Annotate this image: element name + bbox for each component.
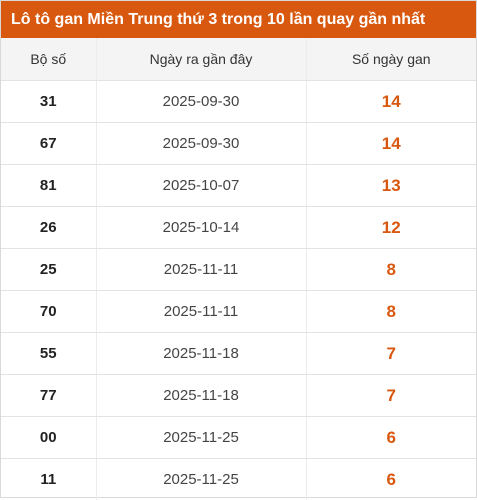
row-gan-days: 12 xyxy=(306,207,476,249)
row-date: 2025-11-25 xyxy=(96,417,306,459)
lo-gan-table: Bộ số Ngày ra gần đây Số ngày gan 31 202… xyxy=(1,38,476,500)
row-number: 70 xyxy=(1,291,96,333)
table-row: 11 2025-11-25 6 xyxy=(1,459,476,500)
row-number: 26 xyxy=(1,207,96,249)
row-date: 2025-10-14 xyxy=(96,207,306,249)
row-gan-days: 6 xyxy=(306,459,476,500)
row-gan-days: 7 xyxy=(306,375,476,417)
table-row: 70 2025-11-11 8 xyxy=(1,291,476,333)
table-row: 55 2025-11-18 7 xyxy=(1,333,476,375)
table-header-row: Bộ số Ngày ra gần đây Số ngày gan xyxy=(1,38,476,81)
row-gan-days: 6 xyxy=(306,417,476,459)
row-number: 11 xyxy=(1,459,96,500)
row-number: 31 xyxy=(1,81,96,123)
table-row: 26 2025-10-14 12 xyxy=(1,207,476,249)
row-date: 2025-11-25 xyxy=(96,459,306,500)
row-gan-days: 14 xyxy=(306,123,476,165)
row-gan-days: 13 xyxy=(306,165,476,207)
row-number: 25 xyxy=(1,249,96,291)
row-date: 2025-11-11 xyxy=(96,249,306,291)
table-row: 77 2025-11-18 7 xyxy=(1,375,476,417)
row-gan-days: 7 xyxy=(306,333,476,375)
table-row: 25 2025-11-11 8 xyxy=(1,249,476,291)
row-date: 2025-09-30 xyxy=(96,123,306,165)
header-ngay-ra: Ngày ra gần đây xyxy=(96,38,306,81)
row-gan-days: 8 xyxy=(306,291,476,333)
row-date: 2025-10-07 xyxy=(96,165,306,207)
row-date: 2025-11-18 xyxy=(96,375,306,417)
header-so-ngay-gan: Số ngày gan xyxy=(306,38,476,81)
header-bo-so: Bộ số xyxy=(1,38,96,81)
row-number: 55 xyxy=(1,333,96,375)
table-row: 67 2025-09-30 14 xyxy=(1,123,476,165)
row-gan-days: 8 xyxy=(306,249,476,291)
row-number: 67 xyxy=(1,123,96,165)
table-row: 31 2025-09-30 14 xyxy=(1,81,476,123)
row-date: 2025-11-11 xyxy=(96,291,306,333)
row-number: 00 xyxy=(1,417,96,459)
table-row: 81 2025-10-07 13 xyxy=(1,165,476,207)
row-number: 77 xyxy=(1,375,96,417)
row-number: 81 xyxy=(1,165,96,207)
row-date: 2025-11-18 xyxy=(96,333,306,375)
table-row: 00 2025-11-25 6 xyxy=(1,417,476,459)
row-gan-days: 14 xyxy=(306,81,476,123)
panel-title: Lô tô gan Miền Trung thứ 3 trong 10 lần … xyxy=(1,1,476,38)
row-date: 2025-09-30 xyxy=(96,81,306,123)
